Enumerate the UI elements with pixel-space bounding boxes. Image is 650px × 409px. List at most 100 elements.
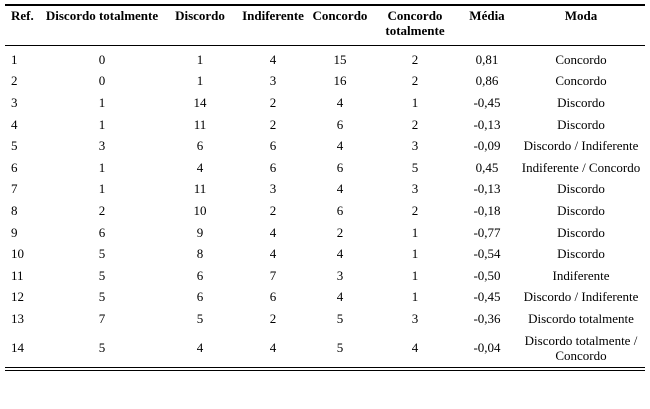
- table-cell: Discordo / Indiferente: [523, 289, 639, 305]
- table-cell: 4: [196, 340, 204, 356]
- table-cell: 0,45: [475, 159, 499, 175]
- table-cell: 1: [196, 73, 204, 89]
- table-cell: 1: [98, 95, 106, 111]
- table-cell: 11: [193, 116, 207, 132]
- table-cell: 4: [269, 246, 277, 262]
- table-cell: 6: [269, 138, 277, 154]
- table-cell: 6: [196, 138, 204, 154]
- table-cell: 2: [411, 73, 419, 89]
- table-cell: 7: [98, 311, 106, 326]
- table-cell: 7: [269, 267, 277, 283]
- column-header-moda: Moda: [517, 6, 645, 46]
- table-cell: 2: [411, 203, 419, 219]
- table-cell: 9: [196, 224, 204, 240]
- table-cell: 14: [193, 95, 207, 111]
- table-row: 14 5 4 4 5 4 -0,04 Discordo totalmente / Concor…: [5, 330, 645, 367]
- table-cell: 4: [336, 181, 344, 197]
- table-cell: 6: [336, 159, 344, 175]
- table-cell: 2: [269, 116, 277, 132]
- table-cell: 6: [196, 267, 204, 283]
- likert-results-table-frame: Ref. Discordo totalmente Discordo Indife…: [5, 4, 645, 371]
- column-header-concordo-totalmente: Concordo totalmente: [373, 6, 457, 46]
- table-cell: 1: [411, 246, 419, 262]
- table-cell: -0,36: [473, 311, 501, 326]
- table-cell: Discordo: [557, 181, 605, 197]
- table-cell: 1: [411, 289, 419, 305]
- table-cell: 6: [269, 289, 277, 305]
- table-cell: 10: [11, 246, 24, 262]
- table-row: 9 6 9 4 2 1 -0,77 Discordo: [5, 222, 645, 244]
- column-header-discordo: Discordo: [161, 6, 239, 46]
- table-cell: 3: [336, 267, 344, 283]
- table-cell: 11: [193, 181, 207, 197]
- table-cell: 5: [11, 138, 18, 154]
- table-cell: -0,45: [473, 289, 501, 305]
- table-cell: 5: [336, 311, 344, 326]
- table-cell: 5: [336, 340, 344, 356]
- table-cell: -0,18: [473, 203, 501, 219]
- table-cell: 8: [196, 246, 204, 262]
- table-cell: 4: [196, 159, 204, 175]
- table-cell: 1: [11, 51, 18, 67]
- table-row: 2 0 1 3 16 2 0,86 Concordo: [5, 70, 645, 92]
- table-cell: Discordo: [557, 95, 605, 111]
- table-cell: 7: [11, 181, 18, 197]
- table-row: 12 5 6 6 4 1 -0,45 Discordo / Indiferente: [5, 286, 645, 308]
- table-cell: -0,50: [473, 267, 501, 283]
- column-header-indiferente: Indiferente: [239, 6, 307, 46]
- table-cell: 3: [98, 138, 106, 154]
- table-cell: 0,81: [475, 51, 499, 67]
- table-row: 7 1 11 3 4 3 -0,13 Discordo: [5, 178, 645, 200]
- table-cell: 8: [11, 203, 18, 219]
- table-cell: 9: [11, 224, 18, 240]
- table-row: 3 1 14 2 4 1 -0,45 Discordo: [5, 92, 645, 114]
- table-cell: 6: [336, 203, 344, 219]
- table-cell: 2: [411, 116, 419, 132]
- table-cell: 5: [98, 246, 106, 262]
- table-row: 6 1 4 6 6 5 0,45 Indiferente / Concordo: [5, 157, 645, 179]
- table-cell: 1: [411, 224, 419, 240]
- table-cell: 12: [11, 289, 24, 305]
- table-cell: 5: [98, 267, 106, 283]
- table-cell: 0: [98, 51, 106, 67]
- column-header-discordo-totalmente: Discordo totalmente: [43, 6, 161, 46]
- table-cell: 6: [196, 289, 204, 305]
- table-cell: Discordo totalmente: [528, 311, 634, 326]
- table-cell: -0,77: [473, 224, 501, 240]
- table-cell: Discordo totalmente / Concordo: [524, 332, 638, 364]
- table-row: 4 1 11 2 6 2 -0,13 Discordo: [5, 114, 645, 136]
- likert-results-table: Ref. Discordo totalmente Discordo Indife…: [5, 6, 645, 367]
- table-body: 1 0 1 4 15 2 0,81 Concordo 2 0 1 3 16 2 0,86 Concordo 3 1…: [5, 45, 645, 366]
- table-row: 13 7 5 2 5 3 -0,36 Discordo totalmente: [5, 308, 645, 330]
- table-cell: Discordo: [557, 224, 605, 240]
- table-row: 5 3 6 6 4 3 -0,09 Discordo / Indiferente: [5, 135, 645, 157]
- column-header-ref: Ref.: [5, 6, 43, 46]
- table-cell: Concordo: [555, 73, 607, 89]
- table-cell: 3: [269, 181, 277, 197]
- table-cell: -0,45: [473, 95, 501, 111]
- table-cell: 4: [269, 51, 277, 67]
- table-cell: 6: [98, 224, 106, 240]
- table-cell: 4: [336, 246, 344, 262]
- table-cell: 14: [11, 340, 24, 356]
- table-cell: 2: [269, 95, 277, 111]
- table-cell: 15: [333, 51, 347, 67]
- table-cell: -0,54: [473, 246, 501, 262]
- table-cell: 4: [269, 224, 277, 240]
- table-cell: 6: [269, 159, 277, 175]
- table-cell: 5: [411, 159, 419, 175]
- table-cell: Discordo / Indiferente: [523, 138, 639, 154]
- table-cell: 5: [98, 289, 106, 305]
- table-cell: 2: [336, 224, 344, 240]
- table-cell: 16: [333, 73, 347, 89]
- table-header: Ref. Discordo totalmente Discordo Indife…: [5, 6, 645, 46]
- table-cell: 2: [411, 51, 419, 67]
- table-cell: 5: [98, 340, 106, 356]
- table-cell: 4: [336, 138, 344, 154]
- table-cell: -0,13: [473, 116, 501, 132]
- table-cell: 11: [11, 267, 24, 283]
- table-cell: -0,04: [473, 340, 501, 356]
- table-cell: 2: [269, 311, 277, 326]
- table-cell: -0,13: [473, 181, 501, 197]
